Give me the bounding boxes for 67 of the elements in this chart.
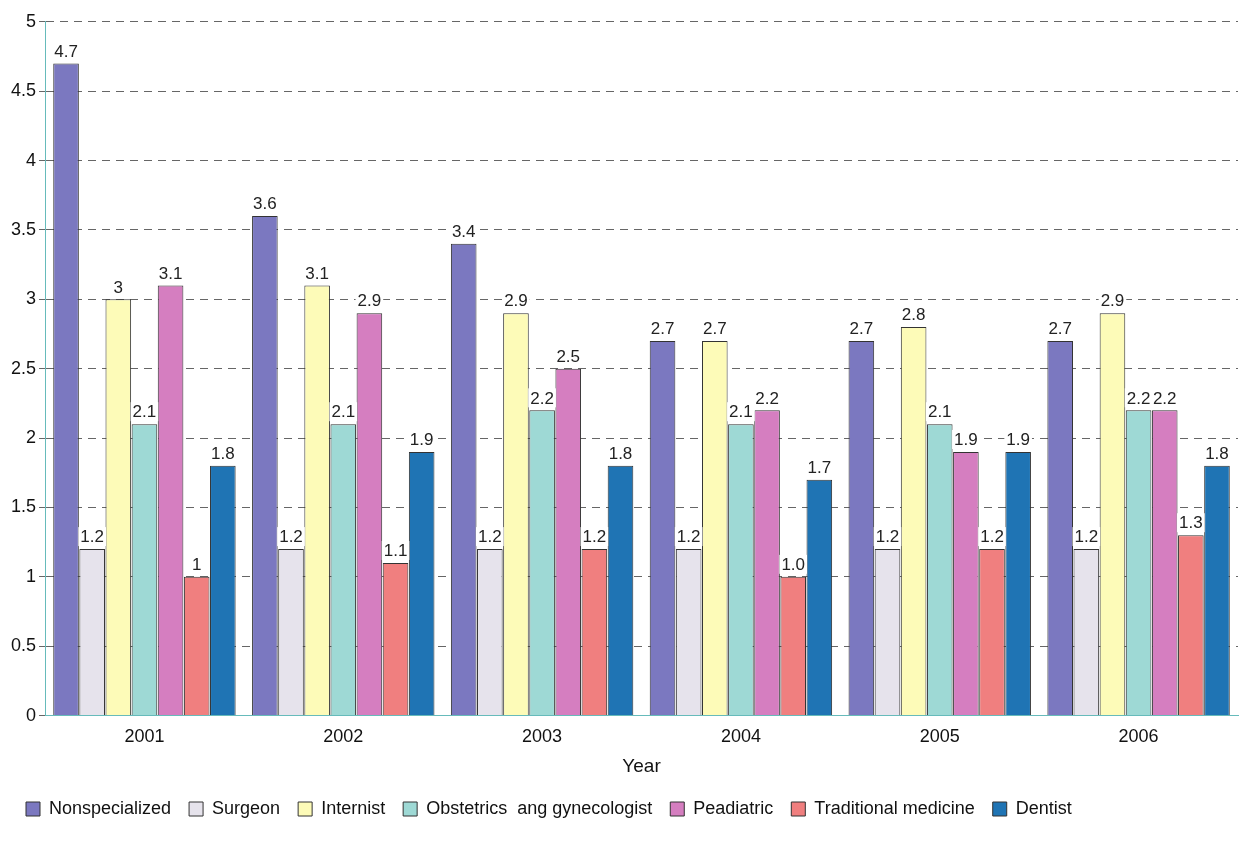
data-label: 1.0 <box>781 555 806 575</box>
data-label: 2.1 <box>927 402 952 422</box>
x-tick-label: 2002 <box>323 726 364 747</box>
data-label: 2.7 <box>650 319 675 339</box>
y-tick-label: 0 <box>26 704 37 725</box>
y-tick-label: 2.5 <box>10 357 37 378</box>
data-label: 2.7 <box>1048 319 1073 339</box>
data-label: 2.5 <box>556 346 581 366</box>
data-label: 2.7 <box>702 319 727 339</box>
data-label: 1.8 <box>211 444 235 464</box>
data-label: 1.8 <box>1205 444 1229 464</box>
data-label: 1.9 <box>1006 430 1030 450</box>
data-label: 1.2 <box>582 527 607 547</box>
data-label: 1.2 <box>1074 527 1099 547</box>
data-label: 2.2 <box>755 388 779 408</box>
y-tick-label: 4 <box>26 149 37 170</box>
data-label: 2.7 <box>849 319 874 339</box>
legend-label: Surgeon <box>212 797 281 818</box>
x-tick-label: 2003 <box>522 726 563 747</box>
data-label: 1.9 <box>954 430 978 450</box>
legend-label: Internist <box>321 797 386 818</box>
data-label: 1.3 <box>1179 513 1203 533</box>
data-label: 1.1 <box>383 541 408 561</box>
data-label: 2.8 <box>901 305 926 325</box>
y-tick-label: 3.5 <box>10 218 37 239</box>
data-label: 2.1 <box>132 402 157 422</box>
y-tick-label: 2 <box>26 427 37 448</box>
data-label: 1.9 <box>409 430 434 450</box>
data-label: 2.9 <box>504 291 528 311</box>
x-tick-label: 2001 <box>124 726 165 747</box>
legend-label: Peadiatric <box>693 797 774 818</box>
data-label: 3.6 <box>253 194 277 214</box>
data-label: 2.2 <box>1152 388 1177 408</box>
data-label: 3 <box>113 277 124 297</box>
legend-label: Dentist <box>1015 797 1072 818</box>
y-tick-label: 0.5 <box>10 635 37 656</box>
x-tick-label: 2005 <box>919 726 960 747</box>
data-label: 3.4 <box>451 222 476 241</box>
data-label: 1.8 <box>608 444 633 464</box>
data-label: 1.2 <box>279 527 303 547</box>
data-label: 2.2 <box>530 388 554 408</box>
legend-label: Traditional medicine <box>814 797 975 818</box>
y-tick-label: 5 <box>26 10 37 31</box>
y-tick-label: 4.5 <box>10 80 37 101</box>
x-tick-label: 2006 <box>1118 726 1159 747</box>
x-axis-title: Year <box>622 754 662 776</box>
y-tick-label: 1 <box>26 565 37 586</box>
data-label: 2.9 <box>1100 291 1125 311</box>
data-label: 2.1 <box>729 402 753 422</box>
data-label: 3.1 <box>305 263 329 283</box>
data-label: 1.2 <box>875 527 900 547</box>
data-label: 1.2 <box>478 527 502 547</box>
data-label: 1.7 <box>807 457 832 477</box>
data-label: 1.2 <box>80 527 104 547</box>
data-label: 1.2 <box>980 527 1004 547</box>
data-label: 1 <box>191 555 202 575</box>
data-label: 2.2 <box>1126 388 1151 408</box>
y-tick-label: 3 <box>26 288 37 309</box>
data-label: 4.7 <box>54 41 78 61</box>
data-label: 3.1 <box>158 263 183 283</box>
legend-label: Obstetrics ang gynecologist <box>426 797 653 818</box>
x-tick-label: 2004 <box>720 726 761 747</box>
y-tick-label: 1.5 <box>10 496 37 517</box>
data-label: 2.9 <box>357 291 382 311</box>
data-label: 1.2 <box>676 527 701 547</box>
data-label: 2.1 <box>331 402 356 422</box>
legend-label: Nonspecialized <box>49 797 172 818</box>
